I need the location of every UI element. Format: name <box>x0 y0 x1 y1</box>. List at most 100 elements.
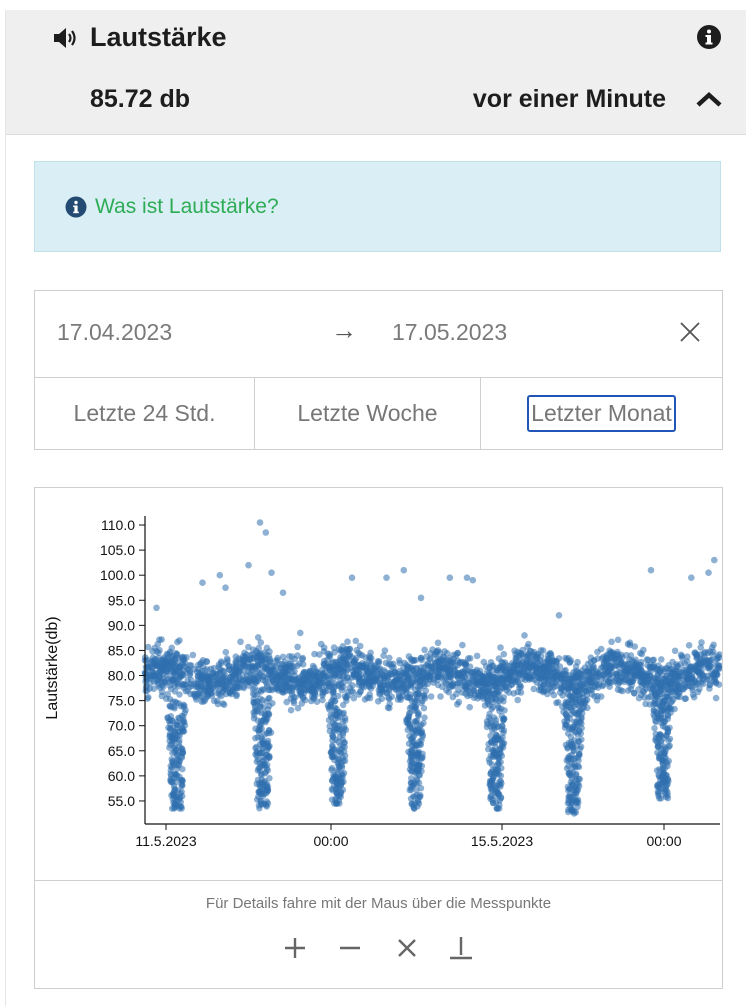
data-point[interactable] <box>513 661 521 669</box>
data-point[interactable] <box>480 675 488 682</box>
data-point[interactable] <box>664 776 671 783</box>
data-point[interactable] <box>449 693 457 701</box>
data-point[interactable] <box>713 655 721 663</box>
data-point[interactable] <box>626 639 634 646</box>
data-point[interactable] <box>505 676 513 684</box>
data-point[interactable] <box>647 566 655 574</box>
data-point[interactable] <box>278 675 286 682</box>
data-point[interactable] <box>245 561 252 569</box>
data-point[interactable] <box>617 686 624 694</box>
data-point[interactable] <box>652 692 659 699</box>
data-point[interactable] <box>313 673 320 680</box>
data-point[interactable] <box>176 691 183 698</box>
data-point[interactable] <box>593 677 600 685</box>
data-point[interactable] <box>167 772 175 779</box>
data-point[interactable] <box>499 734 506 741</box>
data-point[interactable] <box>476 693 484 700</box>
data-point[interactable] <box>481 690 489 697</box>
data-point[interactable] <box>264 716 271 723</box>
data-point[interactable] <box>651 713 658 721</box>
data-point[interactable] <box>256 703 263 710</box>
data-point[interactable] <box>256 767 264 774</box>
data-point[interactable] <box>335 692 342 700</box>
data-point[interactable] <box>164 651 172 658</box>
data-point[interactable] <box>199 662 207 670</box>
data-point[interactable] <box>492 734 499 742</box>
data-point[interactable] <box>307 671 314 679</box>
data-point[interactable] <box>365 683 373 690</box>
data-point[interactable] <box>339 710 346 718</box>
data-point[interactable] <box>169 757 177 765</box>
data-point[interactable] <box>677 679 684 687</box>
data-point[interactable] <box>167 778 175 786</box>
data-point[interactable] <box>654 743 662 751</box>
data-point[interactable] <box>288 687 296 695</box>
data-point[interactable] <box>218 659 225 667</box>
data-point[interactable] <box>294 662 301 670</box>
data-point[interactable] <box>603 653 611 660</box>
data-point[interactable] <box>259 686 266 693</box>
data-point[interactable] <box>599 681 607 689</box>
data-point[interactable] <box>467 669 475 676</box>
data-point[interactable] <box>461 674 468 681</box>
data-point[interactable] <box>539 647 547 654</box>
data-point[interactable] <box>401 659 408 667</box>
data-point[interactable] <box>328 766 335 774</box>
data-point[interactable] <box>611 659 618 667</box>
minus-icon[interactable] <box>335 933 365 963</box>
data-point[interactable] <box>332 658 340 666</box>
data-point[interactable] <box>226 666 233 673</box>
data-point[interactable] <box>562 677 569 684</box>
data-point[interactable] <box>297 687 305 695</box>
data-point[interactable] <box>706 681 714 688</box>
data-point[interactable] <box>355 691 363 698</box>
data-point[interactable] <box>363 665 371 672</box>
data-point[interactable] <box>259 740 267 747</box>
data-point[interactable] <box>317 640 325 648</box>
data-point[interactable] <box>288 653 296 660</box>
data-point[interactable] <box>179 778 186 785</box>
data-point[interactable] <box>661 743 669 750</box>
data-point[interactable] <box>262 529 270 536</box>
data-point[interactable] <box>656 795 663 802</box>
data-point[interactable] <box>423 669 431 676</box>
data-point[interactable] <box>497 795 505 802</box>
data-point[interactable] <box>656 755 663 762</box>
data-point[interactable] <box>421 714 428 721</box>
data-point[interactable] <box>664 729 671 736</box>
data-point[interactable] <box>494 723 502 730</box>
data-point[interactable] <box>334 774 342 781</box>
data-point[interactable] <box>173 660 181 667</box>
data-point[interactable] <box>519 669 527 676</box>
data-point[interactable] <box>248 666 256 674</box>
data-point[interactable] <box>625 660 632 668</box>
data-point[interactable] <box>407 752 415 759</box>
data-point[interactable] <box>279 589 287 596</box>
data-point[interactable] <box>344 673 351 681</box>
data-point[interactable] <box>455 698 463 706</box>
data-point[interactable] <box>427 693 435 700</box>
data-point[interactable] <box>413 697 421 704</box>
data-point[interactable] <box>413 742 420 749</box>
data-point[interactable] <box>650 674 658 682</box>
data-point[interactable] <box>498 765 505 772</box>
data-point[interactable] <box>496 663 504 670</box>
data-point[interactable] <box>698 639 705 646</box>
data-point[interactable] <box>286 660 293 668</box>
data-point[interactable] <box>408 735 416 742</box>
data-point[interactable] <box>623 667 631 675</box>
data-point[interactable] <box>523 673 531 681</box>
data-point[interactable] <box>614 636 622 644</box>
data-point[interactable] <box>671 647 679 655</box>
data-point[interactable] <box>291 668 298 675</box>
data-point[interactable] <box>705 663 713 671</box>
data-point[interactable] <box>459 689 466 696</box>
data-point[interactable] <box>562 654 569 662</box>
data-point[interactable] <box>184 677 191 684</box>
data-point[interactable] <box>570 747 577 755</box>
data-point[interactable] <box>646 685 653 692</box>
data-point[interactable] <box>572 762 579 770</box>
data-point[interactable] <box>433 648 441 656</box>
data-point[interactable] <box>265 743 272 751</box>
data-point[interactable] <box>466 655 474 662</box>
